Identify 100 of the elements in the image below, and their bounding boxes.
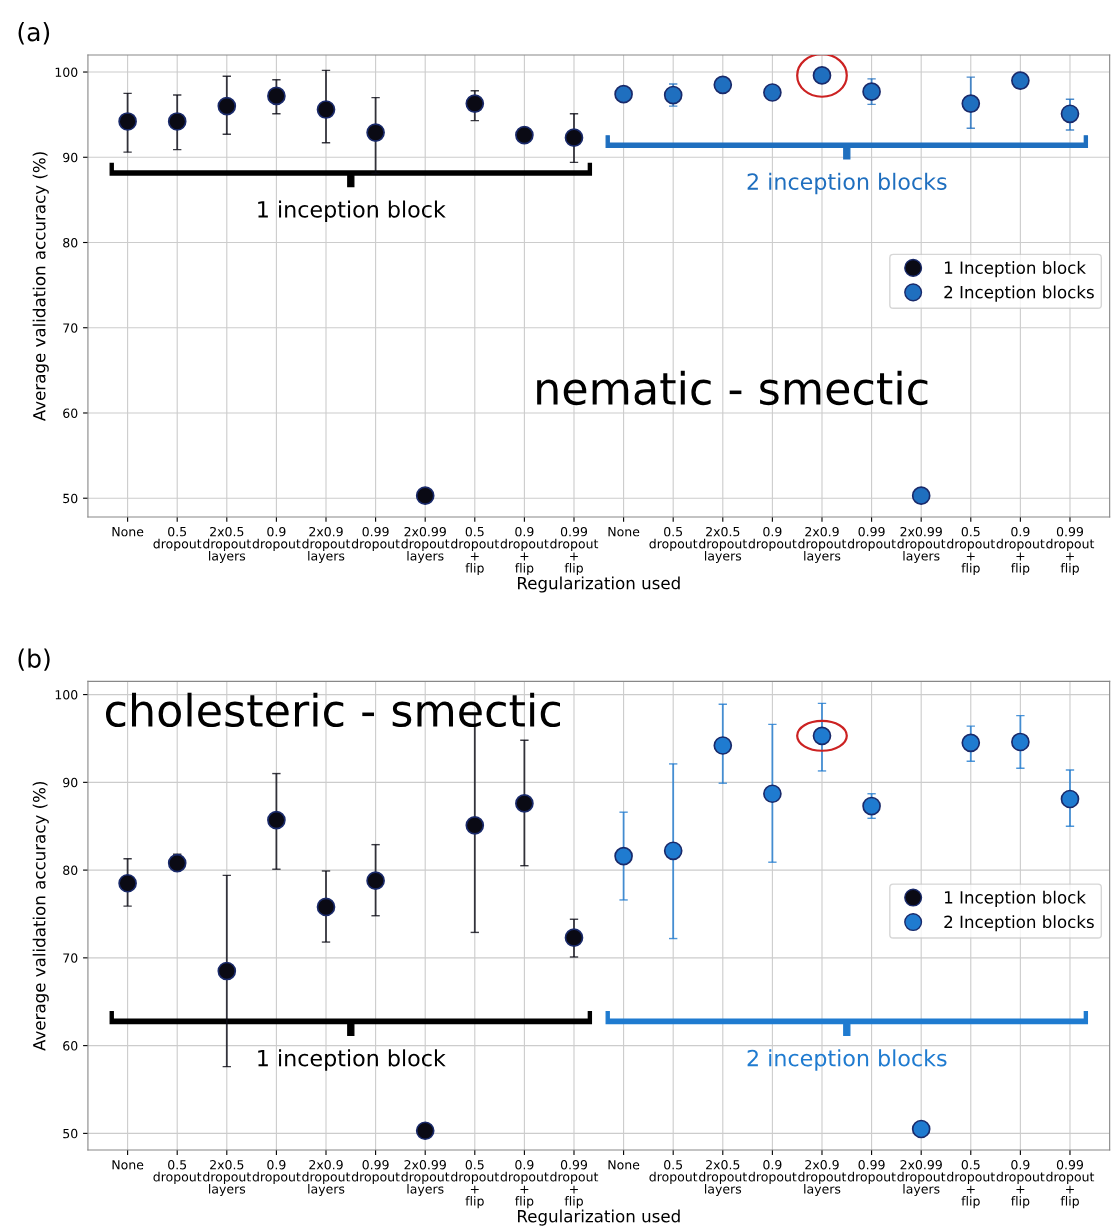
point xyxy=(316,897,336,917)
annotation: nematic - smectic xyxy=(537,370,928,406)
x-tick-label: 0.5 dropout + flip xyxy=(947,526,995,576)
point xyxy=(564,928,584,948)
point xyxy=(366,123,385,142)
y-tick-label: 70 xyxy=(63,953,78,963)
x-tick-label: 0.5 dropout xyxy=(153,526,202,551)
annotation: 1 inception block xyxy=(258,200,446,223)
x-tick-label: None xyxy=(608,527,640,537)
x-tick-label: 2x0.5 dropout layers xyxy=(699,1159,747,1197)
annotation: cholesteric - smectic xyxy=(106,692,560,728)
point xyxy=(118,873,137,893)
x-tick-label: 2x0.5 dropout layers xyxy=(203,526,251,563)
x-tick-label: 0.99 dropout + flip xyxy=(1046,526,1095,576)
y-axis-title: Average validation accuracy (%) xyxy=(32,781,49,1051)
x-tick-label: 2x0.9 dropout layers xyxy=(798,1159,847,1197)
x-tick-label: 2x0.99 dropout layers xyxy=(401,1159,450,1197)
point xyxy=(862,796,881,816)
y-tick-label: 80 xyxy=(63,237,78,248)
x-tick-label: None xyxy=(608,1160,640,1170)
point xyxy=(614,846,633,866)
x-tick-label: 2x0.9 dropout layers xyxy=(302,526,351,563)
x-tick-label: 0.99 dropout xyxy=(351,1159,400,1184)
point xyxy=(663,85,683,105)
legend-label: 2 Inception blocks xyxy=(944,915,1094,932)
y-tick-label: 100 xyxy=(55,690,78,700)
point xyxy=(1060,104,1080,124)
point xyxy=(911,486,931,505)
y-tick-label: 100 xyxy=(55,67,78,77)
y-tick-label: 90 xyxy=(63,777,78,788)
point xyxy=(316,100,336,119)
y-tick-label: 50 xyxy=(63,1128,78,1139)
x-tick-label: 0.99 dropout + flip xyxy=(1046,1159,1095,1209)
point xyxy=(1060,789,1080,809)
y-tick-label: 90 xyxy=(63,152,78,163)
point xyxy=(167,853,187,873)
y-tick-label: 80 xyxy=(63,865,78,876)
chart-title: (b) xyxy=(18,648,50,671)
x-tick-label: 0.9 dropout xyxy=(748,526,797,551)
legend-label: 1 Inception block xyxy=(944,261,1086,278)
point xyxy=(415,1121,435,1141)
point xyxy=(267,86,286,106)
x-tick-label: 2x0.99 dropout layers xyxy=(897,526,946,563)
point xyxy=(862,82,881,101)
annotation: 1 inception block xyxy=(258,1049,446,1071)
x-tick-label: 0.99 dropout xyxy=(847,526,896,551)
point xyxy=(1011,71,1030,90)
x-tick-label: 2x0.5 dropout layers xyxy=(699,526,747,563)
point xyxy=(961,94,981,113)
point xyxy=(465,94,485,113)
x-axis-title: Regularization used xyxy=(518,1209,680,1226)
x-tick-label: 2x0.9 dropout layers xyxy=(302,1159,351,1197)
x-tick-label: 0.99 dropout + flip xyxy=(550,526,599,576)
x-tick-label: 0.9 dropout + flip xyxy=(996,526,1045,576)
y-tick-label: 70 xyxy=(63,323,78,333)
chart-title: (a) xyxy=(18,22,50,45)
point xyxy=(763,83,782,102)
x-tick-label: None xyxy=(112,527,144,537)
point xyxy=(167,112,187,131)
point xyxy=(614,84,633,104)
legend-label: 1 Inception block xyxy=(944,890,1086,907)
x-tick-label: 0.9 dropout + flip xyxy=(500,526,549,576)
x-tick-label: 0.5 dropout + flip xyxy=(947,1159,995,1209)
point xyxy=(663,841,683,861)
point xyxy=(515,794,534,813)
point xyxy=(911,1119,931,1139)
point xyxy=(564,128,584,148)
x-tick-label: 0.9 dropout xyxy=(252,526,301,551)
point xyxy=(267,810,286,830)
x-tick-label: 0.9 dropout xyxy=(252,1159,301,1184)
x-tick-label: 0.5 dropout + flip xyxy=(451,526,499,576)
y-tick-label: 50 xyxy=(63,493,78,504)
x-tick-label: 0.9 dropout xyxy=(748,1159,797,1184)
x-tick-label: 0.99 dropout + flip xyxy=(550,1159,599,1209)
point xyxy=(713,736,733,755)
x-tick-label: 0.5 dropout + flip xyxy=(451,1159,499,1209)
y-tick-label: 60 xyxy=(63,408,78,418)
x-axis-title: Regularization used xyxy=(518,576,680,593)
point xyxy=(415,486,435,505)
point xyxy=(763,784,782,804)
point xyxy=(465,816,485,835)
x-tick-label: 0.5 dropout xyxy=(649,1159,698,1184)
legend-label: 2 Inception blocks xyxy=(944,285,1094,302)
x-tick-label: 0.9 dropout + flip xyxy=(500,1159,549,1209)
point xyxy=(1011,732,1030,752)
x-tick-label: 0.99 dropout xyxy=(351,526,400,551)
point xyxy=(366,871,385,890)
y-tick-label: 60 xyxy=(63,1041,78,1051)
point xyxy=(961,733,981,753)
x-tick-label: 2x0.5 dropout layers xyxy=(203,1159,251,1197)
x-tick-label: 0.5 dropout xyxy=(649,526,698,551)
y-axis-title: Average validation accuracy (%) xyxy=(32,152,49,422)
point xyxy=(515,125,534,145)
x-tick-label: None xyxy=(112,1160,144,1170)
x-tick-label: 2x0.9 dropout layers xyxy=(798,526,847,563)
point xyxy=(217,96,237,116)
x-tick-label: 0.5 dropout xyxy=(153,1159,202,1184)
x-tick-label: 2x0.99 dropout layers xyxy=(897,1159,946,1197)
x-tick-label: 0.9 dropout + flip xyxy=(996,1159,1045,1209)
point xyxy=(217,961,237,981)
